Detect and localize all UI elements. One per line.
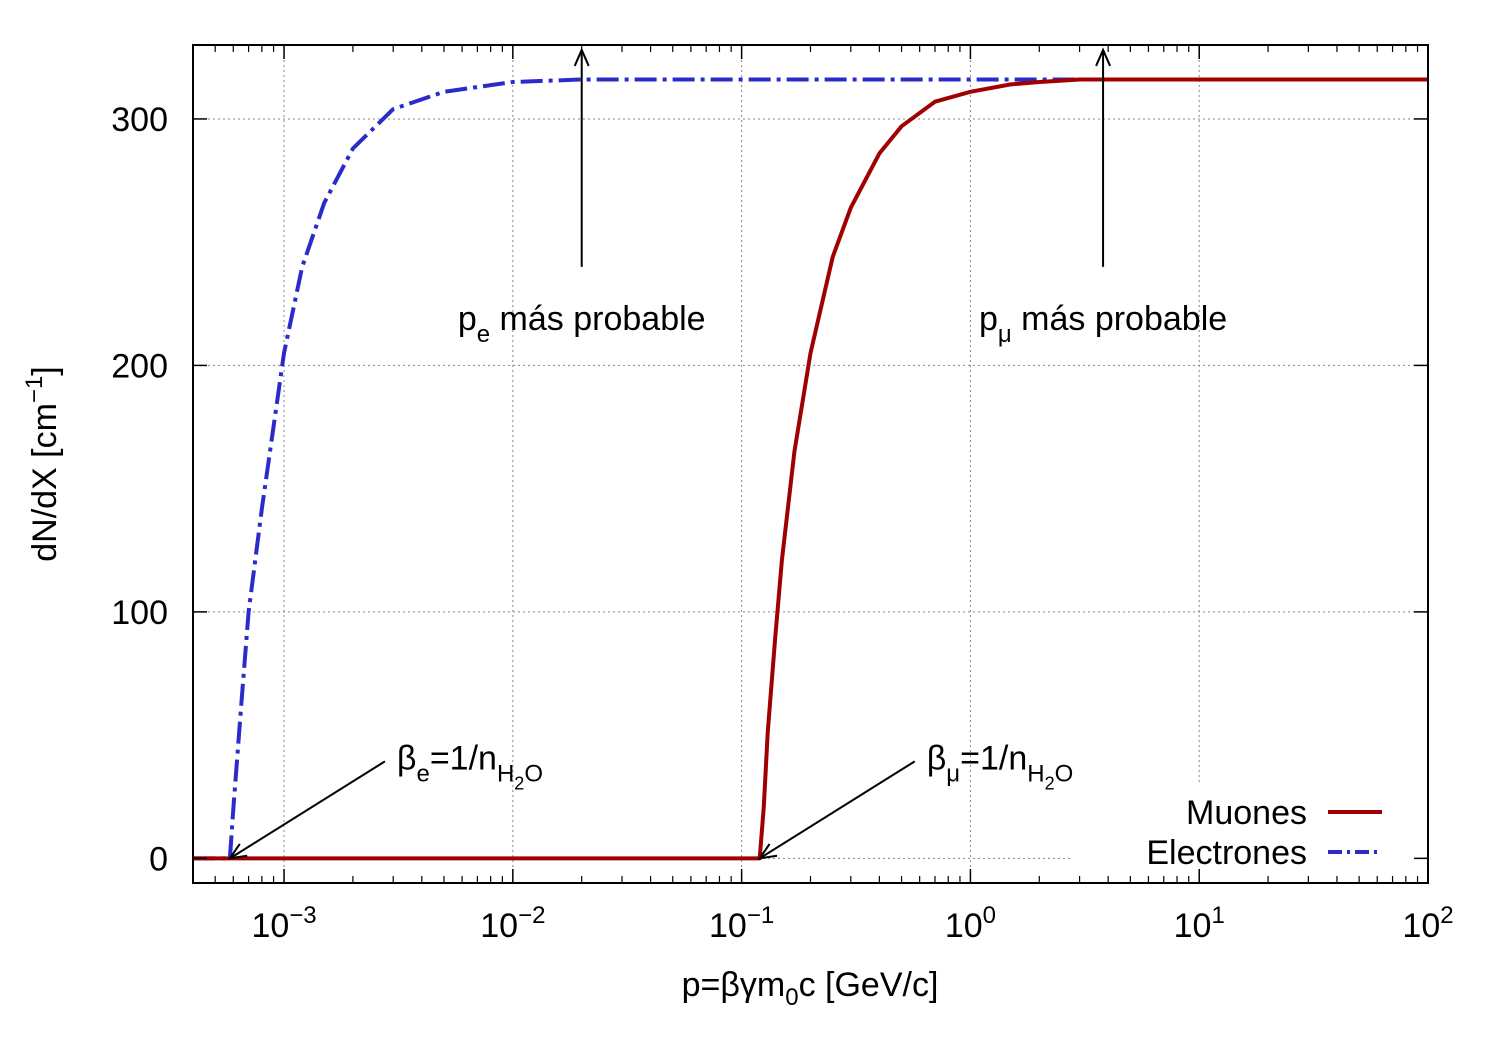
legend-label-electrones: Electrones: [1146, 834, 1307, 872]
grid: [193, 45, 1429, 883]
x-tick-label: 102: [1402, 902, 1453, 945]
x-tick-label: 10−3: [251, 902, 316, 945]
series-layer: [193, 77, 1428, 861]
x-axis-label: p=βγm0c [GeV/c]: [682, 966, 939, 1011]
y-tick-label: 0: [149, 840, 168, 878]
legend-background: [1070, 785, 1422, 880]
annotation-label-pmu: pμ más probable: [979, 300, 1227, 348]
x-tick-label: 10−1: [709, 902, 774, 945]
y-axis-label: dN/dX [cm−1]: [21, 366, 64, 562]
x-tick-label: 100: [945, 902, 996, 945]
annotation-label-bmu: βμ=1/nH2O: [927, 739, 1074, 793]
annotation-arrow-bmu: [759, 760, 916, 860]
ticks: 10−3 10−2 10−1 100 101 102 0 100 200 300: [111, 45, 1454, 945]
annotation-label-pe: pe más probable: [458, 300, 706, 348]
arrow-head: [1095, 47, 1111, 67]
series-line-electrones: [193, 77, 1428, 861]
annotation-label-be: βe=1/nH2O: [397, 739, 543, 793]
y-tick-label: 300: [111, 101, 168, 139]
arrow-head: [227, 843, 248, 860]
annotations: pe más probable pμ más probable βe=1/nH2O β…: [227, 47, 1227, 860]
series-line-muones: [193, 77, 1428, 861]
y-tick-label: 200: [111, 347, 168, 385]
x-tick-label: 10−2: [480, 902, 545, 945]
plot-frame: [192, 44, 1429, 884]
y-tick-label: 100: [111, 594, 168, 632]
arrow-head: [757, 843, 778, 860]
legend-label-muones: Muones: [1186, 794, 1307, 832]
annotation-arrow-be: [229, 760, 386, 860]
x-tick-label: 101: [1174, 902, 1225, 945]
